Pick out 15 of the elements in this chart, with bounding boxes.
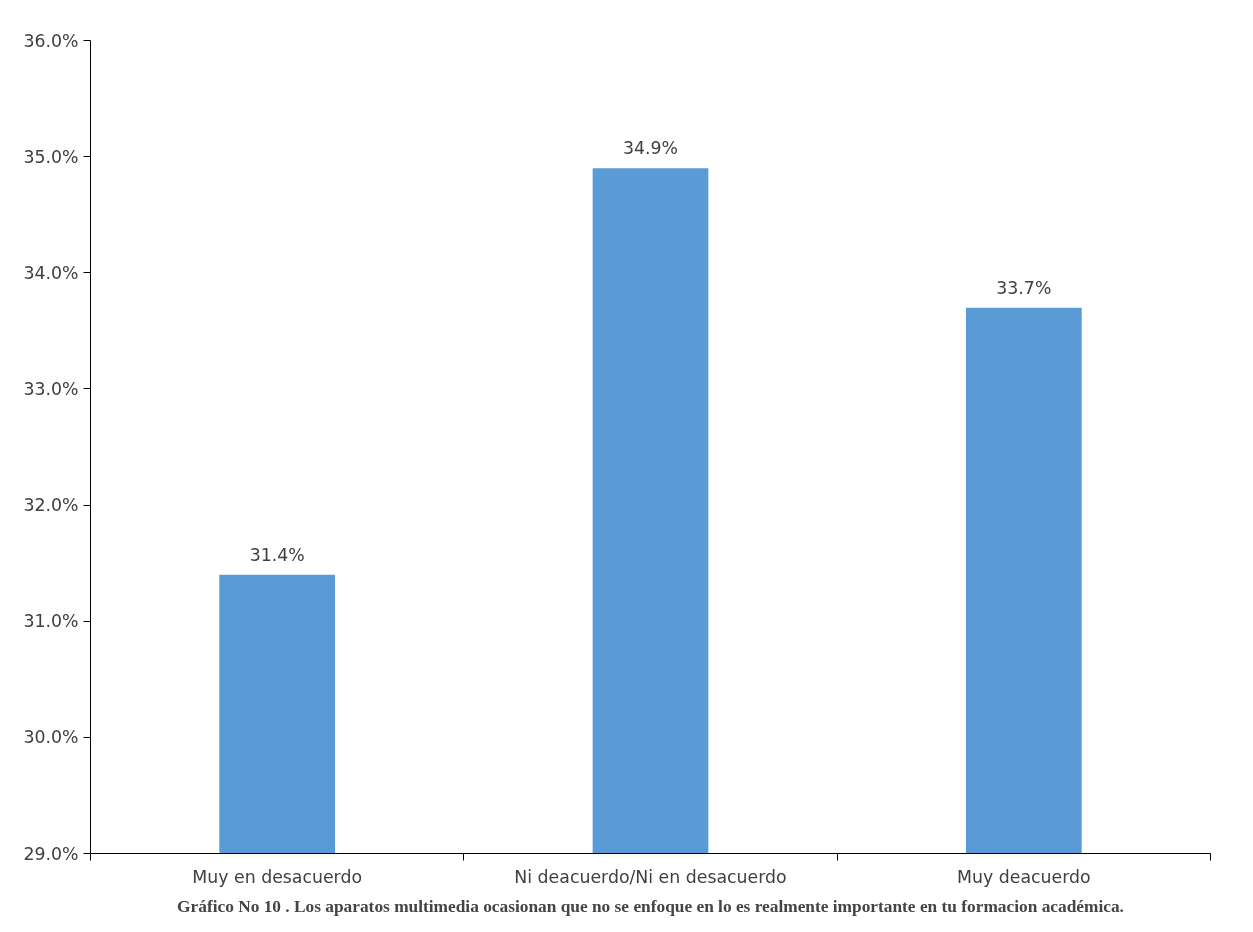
y-tick-label: 30.0% [23,727,79,748]
y-tick-label: 31.0% [23,611,79,632]
y-tick-label: 35.0% [23,146,79,167]
y-tick-label: 34.0% [23,262,79,283]
x-tick-label: Muy en desacuerdo [192,866,363,887]
x-tick-label: Muy deacuerdo [957,866,1091,887]
data-label: 34.9% [622,138,679,159]
data-label: 31.4% [249,544,305,565]
text: Gráfico No 10 . Los aparatos multimedia ocasionan que no se enfoque en lo es realmente importante en tu formacion académica. [177,896,1124,916]
y-tick-label: 29.0% [23,843,79,864]
data-label: 33.7% [996,277,1052,298]
y-tick-label: 33.0% [23,378,79,399]
y-tick-label: 36.0% [23,30,79,51]
y-tick-label: 32.0% [23,495,79,516]
x-tick-label: Ni deacuerdo/Ni en desacuerdo [514,866,787,887]
